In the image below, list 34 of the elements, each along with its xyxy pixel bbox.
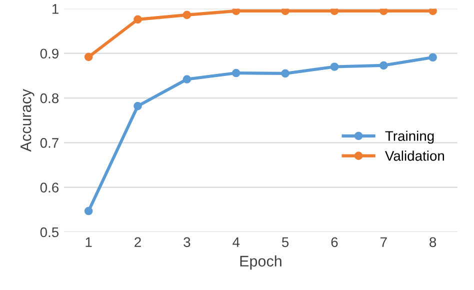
point	[84, 206, 93, 216]
point	[134, 102, 142, 110]
x-tick-label: 5	[282, 237, 289, 248]
x-tick-label: 4	[232, 237, 240, 247]
point	[379, 8, 388, 16]
x-tick-label: 8	[430, 237, 436, 248]
point	[428, 53, 437, 62]
point	[330, 8, 339, 16]
legend-label: Validation	[384, 150, 444, 161]
point	[330, 62, 339, 71]
point	[232, 68, 240, 78]
y-axis-title: Accuracy	[20, 88, 34, 152]
x-tick-label: 7	[380, 237, 387, 247]
point	[182, 10, 192, 20]
legend-label: Training	[385, 130, 434, 144]
point	[182, 75, 192, 84]
x-tick-label: 3	[184, 237, 190, 248]
x-tick-label: 2	[134, 237, 141, 247]
y-tick-label: 0.6	[40, 182, 59, 193]
y-tick-label: 1	[52, 4, 58, 14]
point	[84, 52, 93, 62]
point	[281, 8, 290, 16]
y-tick-label: 0.7	[40, 138, 58, 148]
point	[428, 8, 437, 16]
x-tick-label: 6	[331, 237, 338, 248]
point	[281, 69, 290, 78]
y-tick-label: 0.8	[40, 93, 59, 104]
point	[232, 8, 240, 16]
y-tick-label: 0.5	[40, 227, 59, 238]
point	[379, 61, 388, 70]
point	[134, 15, 142, 24]
x-tick-label: 1	[86, 237, 92, 247]
y-tick-label: 0.9	[40, 48, 58, 59]
x-axis-title: Epoch	[240, 255, 282, 270]
